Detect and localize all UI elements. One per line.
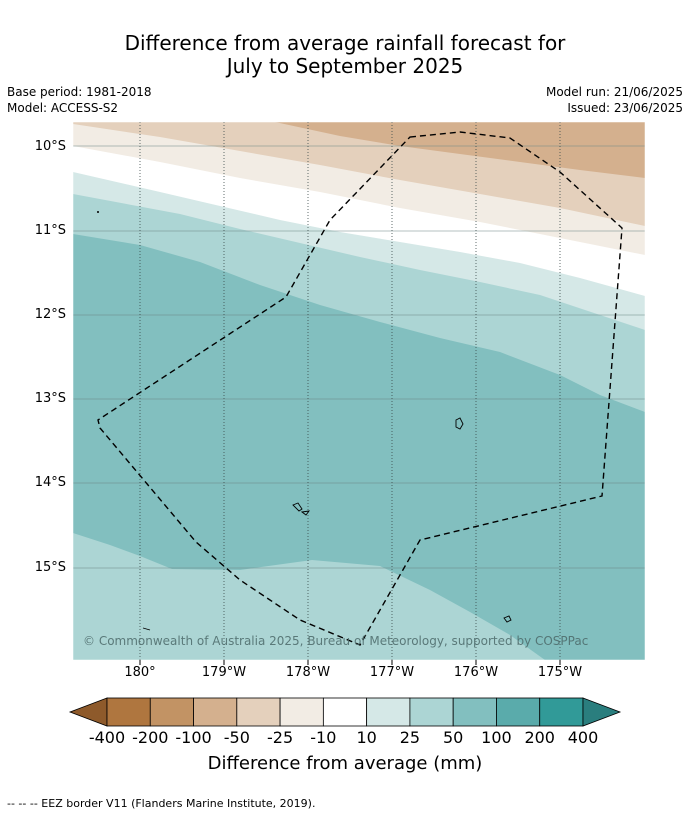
islands xyxy=(96,210,512,631)
band-south-25-to-50 xyxy=(73,533,545,660)
map-title-line1: Difference from average rainfall forecas… xyxy=(124,31,566,55)
colorbar-tick-label: -100 xyxy=(175,728,212,747)
parallels xyxy=(73,145,645,569)
colorbar-swatch xyxy=(106,697,151,727)
lat-label-15s: 15°S xyxy=(34,560,66,575)
colorbar-tick-label: 400 xyxy=(567,728,599,747)
base-period-label: Base period: 1981-2018 xyxy=(7,85,152,99)
eez-footnote: -- -- -- EEZ border V11 (Flanders Marine… xyxy=(7,797,316,810)
lon-label-178w: 178°W xyxy=(285,665,331,680)
lat-label-10s: 10°S xyxy=(34,139,66,154)
colorbar-swatch xyxy=(322,697,368,727)
model-label: Model: ACCESS-S2 xyxy=(7,101,119,115)
lon-label-175w: 175°W xyxy=(537,665,583,680)
colorbar-tick-label: 50 xyxy=(442,728,464,747)
issued-label: Issued: 23/06/2025 xyxy=(567,101,683,115)
lon-label-177w: 177°W xyxy=(369,665,415,680)
colorbar-tick-label: 100 xyxy=(481,728,512,747)
colorbar-tick-label: 200 xyxy=(524,728,555,747)
copyright-notice: © Commonwealth of Australia 2025, Bureau… xyxy=(83,634,589,648)
colorbar-swatch xyxy=(452,697,497,727)
colorbar-tick-label: -400 xyxy=(88,728,126,747)
map-title-line2: July to September 2025 xyxy=(226,54,464,78)
colorbar-swatch xyxy=(193,697,238,727)
colorbar-swatch xyxy=(149,697,194,727)
lat-label-13s: 13°S xyxy=(34,391,66,406)
colorbar-tick-label: -25 xyxy=(267,728,294,747)
lon-label-179w: 179°W xyxy=(201,665,247,680)
colorbar-extend-high xyxy=(582,697,622,727)
lon-label-180: 180° xyxy=(124,665,156,680)
colorbar-extend-low xyxy=(68,697,108,727)
colorbar-swatch xyxy=(366,697,411,727)
colorbar-swatch xyxy=(409,697,454,727)
lat-label-11s: 11°S xyxy=(34,223,66,238)
colorbar-tick-label: -10 xyxy=(310,728,337,747)
colorbar-tick-label: -200 xyxy=(132,728,169,747)
colorbar xyxy=(68,697,622,727)
model-run-label: Model run: 21/06/2025 xyxy=(545,85,683,99)
colorbar-swatch xyxy=(236,697,281,727)
lat-label-14s: 14°S xyxy=(34,475,66,490)
colorbar-tick-label: 10 xyxy=(356,728,377,747)
band-minus-50-to-100 xyxy=(275,122,645,178)
colorbar-swatch xyxy=(496,697,541,727)
forecast-field xyxy=(73,122,645,660)
eez-border xyxy=(97,131,623,646)
lon-label-176w: 176°W xyxy=(453,665,499,680)
lat-label-12s: 12°S xyxy=(34,307,66,322)
colorbar-swatch xyxy=(279,697,324,727)
colorbar-title: Difference from average (mm) xyxy=(207,753,483,774)
colorbar-tick-label: 25 xyxy=(399,728,421,747)
colorbar-swatch xyxy=(539,697,584,727)
colorbar-tick-label: -50 xyxy=(223,728,250,747)
